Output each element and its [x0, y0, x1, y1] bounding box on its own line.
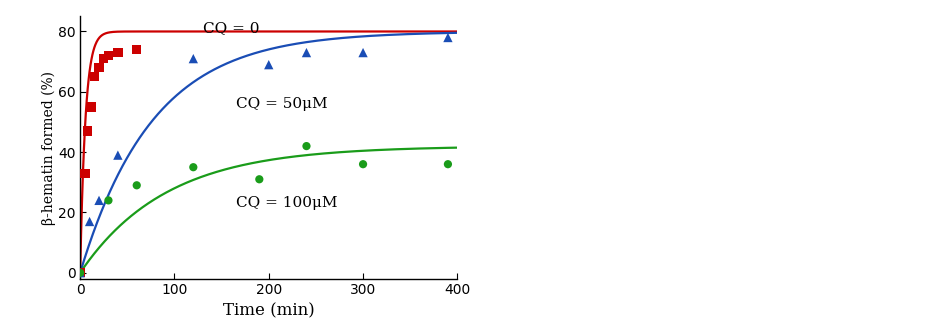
Point: [356, 162, 371, 167]
Point: [101, 53, 116, 58]
Point: [299, 143, 314, 149]
Point: [91, 65, 107, 70]
Point: [73, 270, 88, 276]
Text: CQ = 0: CQ = 0: [203, 21, 259, 35]
Point: [440, 162, 455, 167]
Point: [96, 56, 111, 61]
Point: [252, 177, 267, 182]
Point: [84, 104, 99, 110]
Point: [77, 171, 92, 176]
Text: CQ = 50μM: CQ = 50μM: [236, 97, 327, 111]
Point: [110, 50, 125, 55]
Point: [87, 74, 102, 79]
Point: [261, 62, 276, 67]
Point: [129, 47, 144, 52]
Point: [110, 153, 125, 158]
Point: [129, 183, 144, 188]
Point: [299, 50, 314, 55]
Y-axis label: β-hematin formed (%): β-hematin formed (%): [41, 71, 56, 225]
Point: [82, 219, 97, 224]
Point: [186, 56, 201, 61]
Text: CQ = 100μM: CQ = 100μM: [236, 196, 338, 210]
Point: [440, 35, 455, 40]
Point: [73, 270, 88, 276]
Point: [356, 50, 371, 55]
Point: [101, 198, 116, 203]
Point: [80, 128, 95, 133]
Point: [73, 270, 88, 276]
X-axis label: Time (min): Time (min): [223, 302, 315, 319]
Point: [186, 165, 201, 170]
Point: [91, 198, 107, 203]
